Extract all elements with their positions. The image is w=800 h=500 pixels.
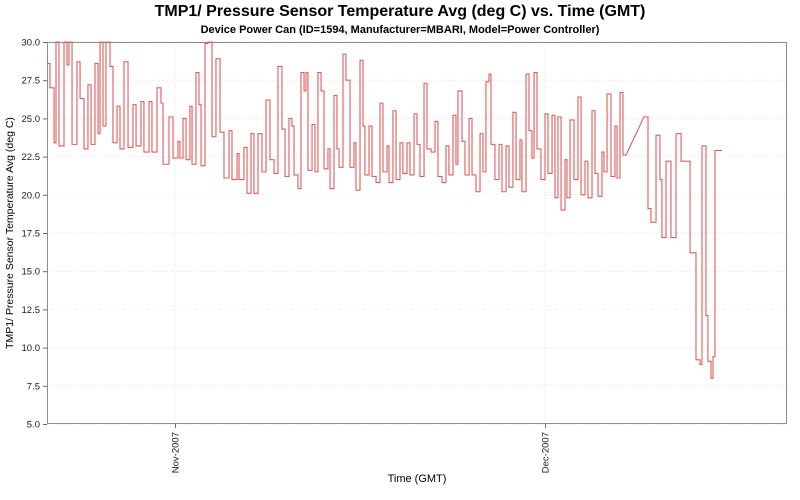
y-tick-label: 10.0 bbox=[22, 343, 41, 354]
temperature-series-line bbox=[47, 41, 722, 379]
y-tick-label: 17.5 bbox=[22, 229, 41, 240]
y-axis-title: TMP1/ Pressure Sensor Temperature Avg (d… bbox=[4, 117, 16, 349]
plot-area: 5.0 7.5 10.0 12.5 15.0 17.5 20.0 22.5 25.0 27.5 30… bbox=[22, 38, 787, 473]
x-tick-label: Nov-2007 bbox=[171, 432, 182, 473]
y-tick-label: 20.0 bbox=[22, 190, 41, 201]
y-tick-label: 5.0 bbox=[27, 420, 40, 431]
y-tick-label: 15.0 bbox=[22, 267, 41, 278]
y-tick-label: 30.0 bbox=[22, 38, 41, 49]
plot-border bbox=[47, 42, 787, 424]
chart-title: TMP1/ Pressure Sensor Temperature Avg (d… bbox=[154, 3, 646, 20]
y-tick-label: 27.5 bbox=[22, 76, 41, 87]
y-tick-label: 12.5 bbox=[22, 305, 41, 316]
y-tick-label: 7.5 bbox=[27, 381, 40, 392]
y-tick-label: 22.5 bbox=[22, 152, 41, 163]
x-axis-title: Time (GMT) bbox=[387, 473, 447, 485]
chart-subtitle: Device Power Can (ID=1594, Manufacturer=… bbox=[200, 24, 600, 36]
y-tick-label: 25.0 bbox=[22, 114, 41, 125]
x-tick-label: Dec-2007 bbox=[541, 432, 552, 473]
